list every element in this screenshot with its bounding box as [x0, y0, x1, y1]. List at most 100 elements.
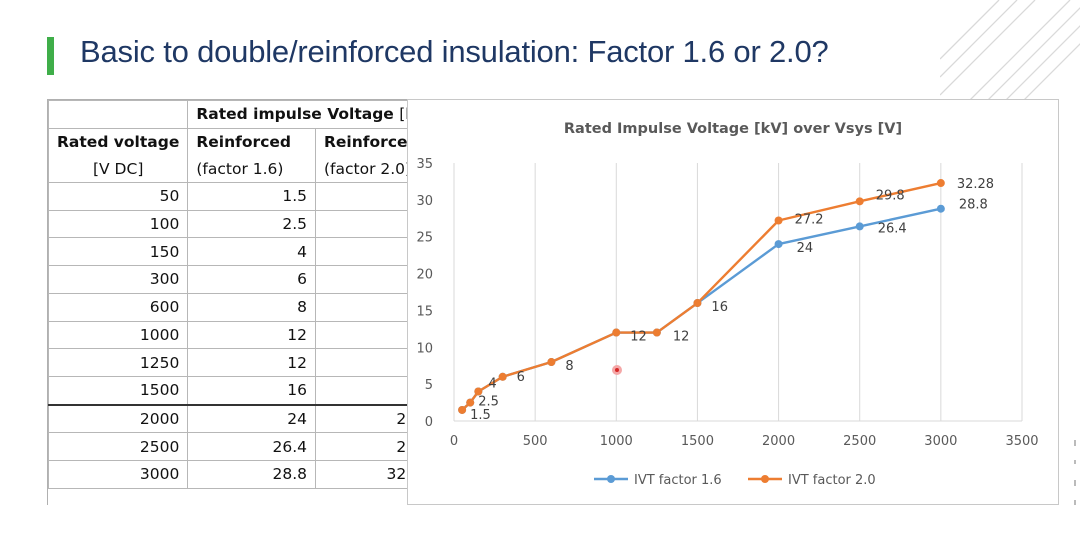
data-point-factor-20 [466, 398, 475, 407]
data-label-factor-16: 16 [711, 300, 728, 315]
data-point-factor-20 [693, 299, 702, 308]
chart-container: Rated Impulse Voltage [kV] over Vsys [V]… [407, 99, 1059, 505]
data-point-factor-20 [774, 216, 783, 225]
data-label-factor-16: 26.4 [878, 221, 907, 236]
data-label-factor-20: 32.28 [957, 177, 994, 192]
x-tick-label: 1000 [600, 434, 633, 449]
cell-rated-voltage: 2500 [47, 432, 189, 461]
table-row: 501.51.5 [47, 182, 440, 211]
edge-decoration [1074, 440, 1076, 505]
x-tick-label: 500 [523, 434, 548, 449]
table-header-row-1: Rated impulse Voltage [kV] [47, 100, 440, 129]
cell-rated-voltage: 1250 [47, 348, 189, 377]
data-label-factor-16: 12 [630, 330, 647, 345]
y-tick-label: 15 [416, 304, 433, 319]
table-header-rated-voltage: Rated voltage [47, 127, 189, 156]
cell-rated-voltage: 300 [47, 265, 189, 294]
x-tick-label: 1500 [681, 434, 714, 449]
cell-factor-16: 1.5 [187, 182, 316, 211]
cell-rated-voltage: 2000 [47, 403, 189, 434]
cell-rated-voltage: 1500 [47, 375, 189, 406]
voltage-table-container: Rated impulse Voltage [kV] Rated voltage… [47, 99, 440, 505]
table-header-empty [47, 100, 189, 129]
title-accent-bar [47, 37, 54, 75]
y-tick-label: 5 [425, 378, 433, 393]
y-tick-label: 25 [416, 231, 433, 246]
table-header-row-3: [V DC] (factor 1.6) (factor 2.0) [47, 155, 440, 184]
cell-factor-16: 26.4 [187, 432, 316, 461]
data-point-factor-20 [652, 328, 661, 337]
data-label-factor-16: 12 [673, 330, 690, 345]
data-label-factor-20: 29.8 [876, 188, 905, 203]
cell-factor-16: 12 [187, 348, 316, 377]
table-header-factor-16: (factor 1.6) [187, 155, 316, 184]
table-header-unit-vdc: [V DC] [47, 155, 189, 184]
cell-rated-voltage: 3000 [47, 459, 189, 489]
y-tick-label: 35 [416, 157, 433, 172]
data-label-factor-16: 28.8 [959, 198, 988, 213]
cell-rated-voltage: 600 [47, 292, 189, 322]
line-chart: Rated Impulse Voltage [kV] over Vsys [V]… [416, 121, 1038, 488]
x-tick-label: 0 [450, 434, 458, 449]
data-label-factor-20: 27.2 [795, 212, 824, 227]
slide-title: Basic to double/reinforced insulation: F… [80, 34, 829, 69]
data-point-factor-20 [498, 372, 507, 381]
x-tick-label: 2000 [762, 434, 795, 449]
data-label-factor-16: 24 [797, 241, 814, 256]
table-row: 20002427.2 [47, 403, 440, 434]
data-point-factor-16 [936, 204, 945, 213]
table-header-impulse-text: Rated impulse Voltage [196, 105, 394, 124]
table-row: 60088 [47, 292, 440, 322]
table-row: 12501212 [47, 348, 440, 377]
cell-factor-16: 8 [187, 292, 316, 322]
series-line-factor-16 [461, 207, 942, 411]
table-header-reinforced-16: Reinforced [187, 127, 316, 156]
legend-label: IVT factor 1.6 [634, 473, 722, 488]
data-point-factor-20 [855, 197, 864, 206]
data-point-factor-20 [458, 405, 467, 414]
cell-rated-voltage: 50 [47, 182, 189, 211]
table-row: 15044 [47, 237, 440, 267]
series-line-factor-20 [461, 181, 942, 411]
cell-factor-16: 28.8 [187, 459, 316, 489]
cell-rated-voltage: 1000 [47, 320, 189, 350]
cell-rated-voltage: 100 [47, 209, 189, 239]
corner-hatch-decoration [940, 0, 1080, 110]
voltage-table: Rated impulse Voltage [kV] Rated voltage… [47, 100, 440, 489]
table-header-impulse: Rated impulse Voltage [kV] [187, 100, 440, 129]
data-point-factor-16 [774, 240, 783, 249]
data-point-factor-20 [474, 387, 483, 396]
data-point-factor-16 [855, 222, 864, 231]
cursor-marker-dot [615, 368, 619, 372]
legend-swatch-marker [607, 475, 615, 483]
data-label-factor-16: 8 [565, 359, 573, 374]
data-point-factor-20 [612, 328, 621, 337]
x-tick-label: 3000 [924, 434, 957, 449]
y-tick-label: 30 [416, 194, 433, 209]
data-label-factor-16: 6 [517, 370, 525, 385]
legend-label: IVT factor 2.0 [788, 473, 876, 488]
data-label-factor-16: 1.5 [470, 408, 491, 423]
cell-rated-voltage: 150 [47, 237, 189, 267]
cell-factor-16: 4 [187, 237, 316, 267]
legend-swatch-marker [761, 475, 769, 483]
x-tick-label: 2500 [843, 434, 876, 449]
y-tick-label: 10 [416, 341, 433, 356]
x-tick-label: 3500 [1005, 434, 1038, 449]
table-header-row-2: Rated voltage Reinforced Reinforced [47, 127, 440, 156]
cell-factor-16: 2.5 [187, 209, 316, 239]
y-tick-label: 20 [416, 268, 433, 283]
cell-factor-16: 6 [187, 265, 316, 294]
data-label-factor-16: 4 [488, 377, 496, 392]
data-point-factor-20 [936, 179, 945, 188]
table-row: 15001616 [47, 375, 440, 406]
cell-factor-16: 16 [187, 375, 316, 406]
data-point-factor-20 [547, 358, 556, 367]
cell-factor-16: 12 [187, 320, 316, 350]
y-tick-label: 0 [425, 415, 433, 430]
